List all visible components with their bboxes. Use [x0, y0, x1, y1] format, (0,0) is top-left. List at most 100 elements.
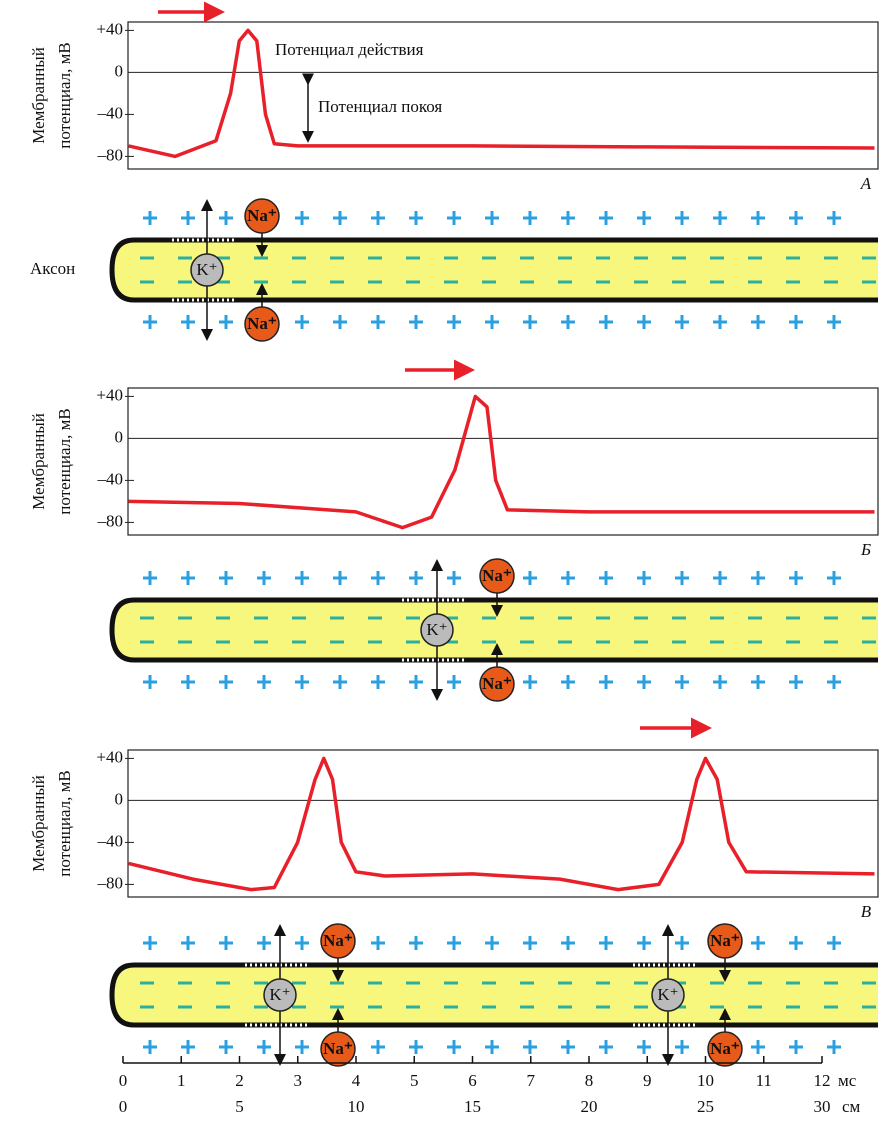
plus-sign: [523, 571, 537, 585]
plus-sign: [675, 571, 689, 585]
plus-sign: [371, 315, 385, 329]
distance-tick-label: 0: [119, 1097, 128, 1116]
plus-sign: [751, 936, 765, 950]
plus-sign: [181, 211, 195, 225]
plus-sign: [447, 211, 461, 225]
plus-sign: [295, 315, 309, 329]
plus-sign: [789, 571, 803, 585]
plus-sign: [295, 571, 309, 585]
na-ion-label: Na⁺: [482, 674, 512, 693]
y-tick-label: –80: [97, 511, 124, 530]
y-axis-label: Мембранный: [29, 47, 48, 144]
plus-sign: [599, 211, 613, 225]
plus-sign: [827, 211, 841, 225]
plus-sign: [371, 211, 385, 225]
y-axis-label: потенциал, мВ: [55, 408, 74, 514]
plus-sign: [561, 675, 575, 689]
plus-sign: [409, 675, 423, 689]
time-tick-label: 0: [119, 1071, 128, 1090]
k-ion-label: K⁺: [269, 985, 290, 1004]
plus-sign: [713, 675, 727, 689]
plus-sign: [371, 675, 385, 689]
plus-sign: [523, 1040, 537, 1054]
time-tick-label: 12: [814, 1071, 831, 1090]
plus-sign: [523, 315, 537, 329]
plus-sign: [675, 936, 689, 950]
distance-tick-label: 10: [348, 1097, 365, 1116]
plus-sign: [561, 1040, 575, 1054]
membrane-potential-line: [129, 30, 875, 156]
plus-sign: [257, 1040, 271, 1054]
plus-sign: [295, 211, 309, 225]
na-ion-label: Na⁺: [482, 566, 512, 585]
plus-sign: [333, 211, 347, 225]
distance-tick-label: 15: [464, 1097, 481, 1116]
y-axis-label: Мембранный: [29, 413, 48, 510]
y-tick-label: 0: [115, 61, 124, 80]
y-axis-label: Мембранный: [29, 775, 48, 872]
plus-sign: [485, 936, 499, 950]
y-tick-label: –80: [97, 145, 124, 164]
na-ion-label: Na⁺: [323, 931, 353, 950]
time-tick-label: 9: [643, 1071, 652, 1090]
plus-sign: [257, 571, 271, 585]
plus-sign: [295, 936, 309, 950]
plus-sign: [143, 211, 157, 225]
y-axis-label: потенциал, мВ: [55, 42, 74, 148]
plus-sign: [485, 211, 499, 225]
y-tick-label: +40: [96, 747, 123, 766]
na-ion-label: Na⁺: [323, 1039, 353, 1058]
plus-sign: [751, 571, 765, 585]
plus-sign: [751, 675, 765, 689]
na-ion-label: Na⁺: [247, 206, 277, 225]
distance-tick-label: 25: [697, 1097, 714, 1116]
plus-sign: [257, 936, 271, 950]
plus-sign: [143, 315, 157, 329]
plus-sign: [827, 1040, 841, 1054]
plus-sign: [447, 315, 461, 329]
plus-sign: [485, 315, 499, 329]
plus-sign: [751, 1040, 765, 1054]
axon-label: Аксон: [30, 259, 75, 278]
plus-sign: [599, 936, 613, 950]
na-ion-label: Na⁺: [247, 314, 277, 333]
plus-sign: [257, 675, 271, 689]
plus-sign: [523, 675, 537, 689]
plus-sign: [219, 675, 233, 689]
plus-sign: [675, 315, 689, 329]
plus-sign: [219, 211, 233, 225]
y-axis-label: потенциал, мВ: [55, 770, 74, 876]
y-tick-label: –80: [97, 873, 124, 892]
y-tick-label: +40: [96, 19, 123, 38]
plus-sign: [371, 936, 385, 950]
plus-sign: [827, 571, 841, 585]
annotation: Потенциал действия: [275, 40, 424, 59]
plus-sign: [181, 675, 195, 689]
k-ion-label: K⁺: [657, 985, 678, 1004]
plus-sign: [713, 315, 727, 329]
plus-sign: [409, 1040, 423, 1054]
plus-sign: [409, 211, 423, 225]
plus-sign: [827, 936, 841, 950]
time-tick-label: 2: [235, 1071, 244, 1090]
plus-sign: [219, 936, 233, 950]
plus-sign: [713, 211, 727, 225]
plus-sign: [143, 1040, 157, 1054]
y-tick-label: –40: [97, 831, 124, 850]
plus-sign: [371, 571, 385, 585]
plus-sign: [827, 315, 841, 329]
annotation: Потенциал покоя: [318, 97, 442, 116]
y-tick-label: –40: [97, 469, 124, 488]
time-tick-label: 3: [294, 1071, 303, 1090]
plus-sign: [219, 571, 233, 585]
plus-sign: [143, 675, 157, 689]
plus-sign: [409, 571, 423, 585]
plus-sign: [181, 936, 195, 950]
plus-sign: [637, 936, 651, 950]
plus-sign: [409, 315, 423, 329]
distance-tick-label: 20: [581, 1097, 598, 1116]
plus-sign: [827, 675, 841, 689]
plus-sign: [447, 571, 461, 585]
plus-sign: [447, 675, 461, 689]
axon: [112, 965, 878, 1025]
